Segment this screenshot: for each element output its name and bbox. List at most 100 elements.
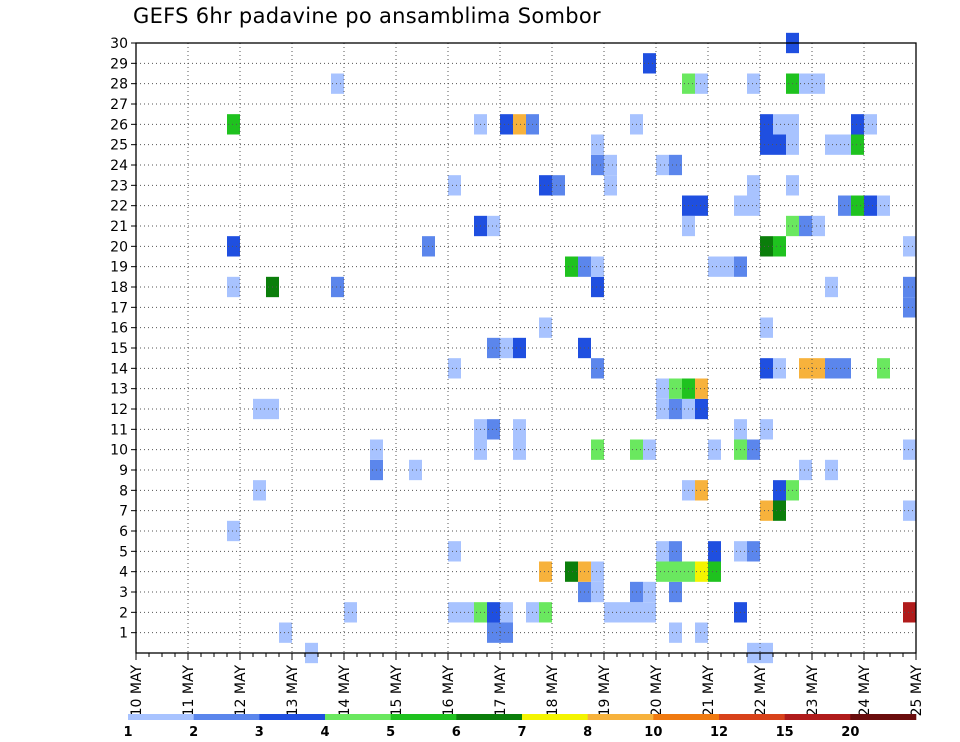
cell-51-9 (799, 459, 812, 481)
cell-39-2 (643, 602, 656, 623)
y-tick-label-2: 2 (119, 605, 128, 621)
y-tick-label-21: 21 (110, 219, 128, 235)
legend-label-12: 12 (710, 725, 728, 740)
cell-52-28 (812, 73, 825, 94)
cell-43-12 (695, 398, 708, 420)
cell-40-5 (656, 541, 669, 562)
cell-7-26 (227, 114, 240, 135)
cell-48-14 (760, 358, 773, 379)
cell-49-8 (773, 480, 786, 501)
y-tick-label-24: 24 (110, 158, 128, 174)
legend-label-10: 10 (644, 725, 662, 740)
cell-15-18 (331, 276, 344, 298)
y-tick-label-13: 13 (110, 382, 128, 398)
cell-24-5 (448, 541, 461, 562)
cell-27-2 (487, 602, 500, 623)
cell-27-15 (487, 337, 500, 359)
legend-swatch-1 (193, 714, 260, 720)
cell-28-15 (500, 337, 513, 359)
cell-25-2 (461, 602, 474, 623)
cell-49-25 (773, 134, 786, 155)
cell-59-2 (903, 602, 916, 623)
x-tick-label-5: 15 MAY (389, 665, 405, 717)
y-tick-label-27: 27 (110, 97, 128, 113)
cell-41-1 (669, 622, 682, 643)
cell-44-4 (708, 561, 721, 582)
cell-57-22 (877, 195, 890, 216)
cell-56-22 (864, 195, 877, 216)
cell-33-4 (565, 561, 578, 582)
legend-label-3: 3 (255, 725, 264, 740)
cell-31-2 (539, 602, 552, 623)
chart-title: GEFS 6hr padavine po ansamblima Sombor (133, 4, 601, 28)
cell-41-4 (669, 561, 682, 582)
cell-55-25 (851, 134, 864, 155)
cell-21-9 (409, 459, 422, 481)
x-tick-label-13: 23 MAY (805, 665, 821, 717)
legend-swatch-6 (522, 714, 588, 720)
cell-47-10 (747, 439, 760, 460)
legend-layer: 1 2 3 4 5 6 7 8 10 12 15 20 (123, 714, 917, 740)
axes-layer: 1234567891011121314151617181920212223242… (110, 36, 925, 716)
y-tick-label-11: 11 (110, 422, 128, 438)
cell-28-1 (500, 622, 513, 643)
cell-40-12 (656, 398, 669, 420)
cell-48-11 (760, 419, 773, 440)
cell-49-20 (773, 236, 786, 257)
cell-35-14 (591, 358, 604, 379)
y-tick-label-30: 30 (110, 36, 128, 52)
cell-43-13 (695, 378, 708, 399)
legend-label-8: 8 (583, 725, 592, 740)
legend-swatch-11 (850, 714, 917, 720)
cells-layer (227, 32, 916, 664)
cell-47-22 (747, 195, 760, 216)
cell-44-19 (708, 256, 721, 277)
legend-swatch-0 (128, 714, 194, 720)
x-tick-label-9: 19 MAY (597, 665, 613, 717)
cell-57-14 (877, 358, 890, 379)
cell-29-11 (513, 419, 526, 440)
cell-43-4 (695, 561, 708, 582)
legend-label-6: 6 (452, 725, 461, 740)
x-tick-label-14: 24 MAY (857, 665, 873, 717)
cell-33-19 (565, 256, 578, 277)
cell-29-26 (513, 114, 526, 135)
cell-40-4 (656, 561, 669, 582)
cell-55-22 (851, 195, 864, 216)
cell-39-10 (643, 439, 656, 460)
cell-43-1 (695, 622, 708, 643)
legend-label-20: 20 (841, 725, 859, 740)
cell-45-19 (721, 256, 734, 277)
legend-swatch-5 (456, 714, 523, 720)
cell-47-23 (747, 175, 760, 196)
legend-swatch-3 (325, 714, 391, 720)
y-tick-label-7: 7 (119, 504, 128, 520)
grid-layer (136, 42, 916, 653)
cell-41-3 (669, 581, 682, 603)
cell-48-26 (760, 114, 773, 135)
cell-36-24 (604, 154, 617, 176)
cell-9-12 (253, 398, 266, 420)
cell-48-25 (760, 134, 773, 155)
cell-49-7 (773, 500, 786, 521)
cell-35-3 (591, 581, 604, 603)
cell-53-14 (825, 358, 838, 379)
cell-53-25 (825, 134, 838, 155)
cell-49-26 (773, 114, 786, 135)
x-tick-label-15: 25 MAY (909, 665, 925, 717)
cell-59-7 (903, 500, 916, 521)
cell-43-28 (695, 73, 708, 94)
cell-56-26 (864, 114, 877, 135)
cell-28-26 (500, 114, 513, 135)
cell-48-7 (760, 500, 773, 521)
x-tick-label-3: 13 MAY (285, 665, 301, 717)
x-tick-label-1: 11 MAY (181, 665, 197, 717)
legend-swatch-9 (719, 714, 785, 720)
y-tick-label-10: 10 (110, 443, 128, 459)
cell-7-18 (227, 276, 240, 298)
cell-31-16 (539, 317, 552, 338)
cell-27-11 (487, 419, 500, 440)
y-tick-label-5: 5 (119, 544, 128, 560)
cell-29-15 (513, 337, 526, 359)
